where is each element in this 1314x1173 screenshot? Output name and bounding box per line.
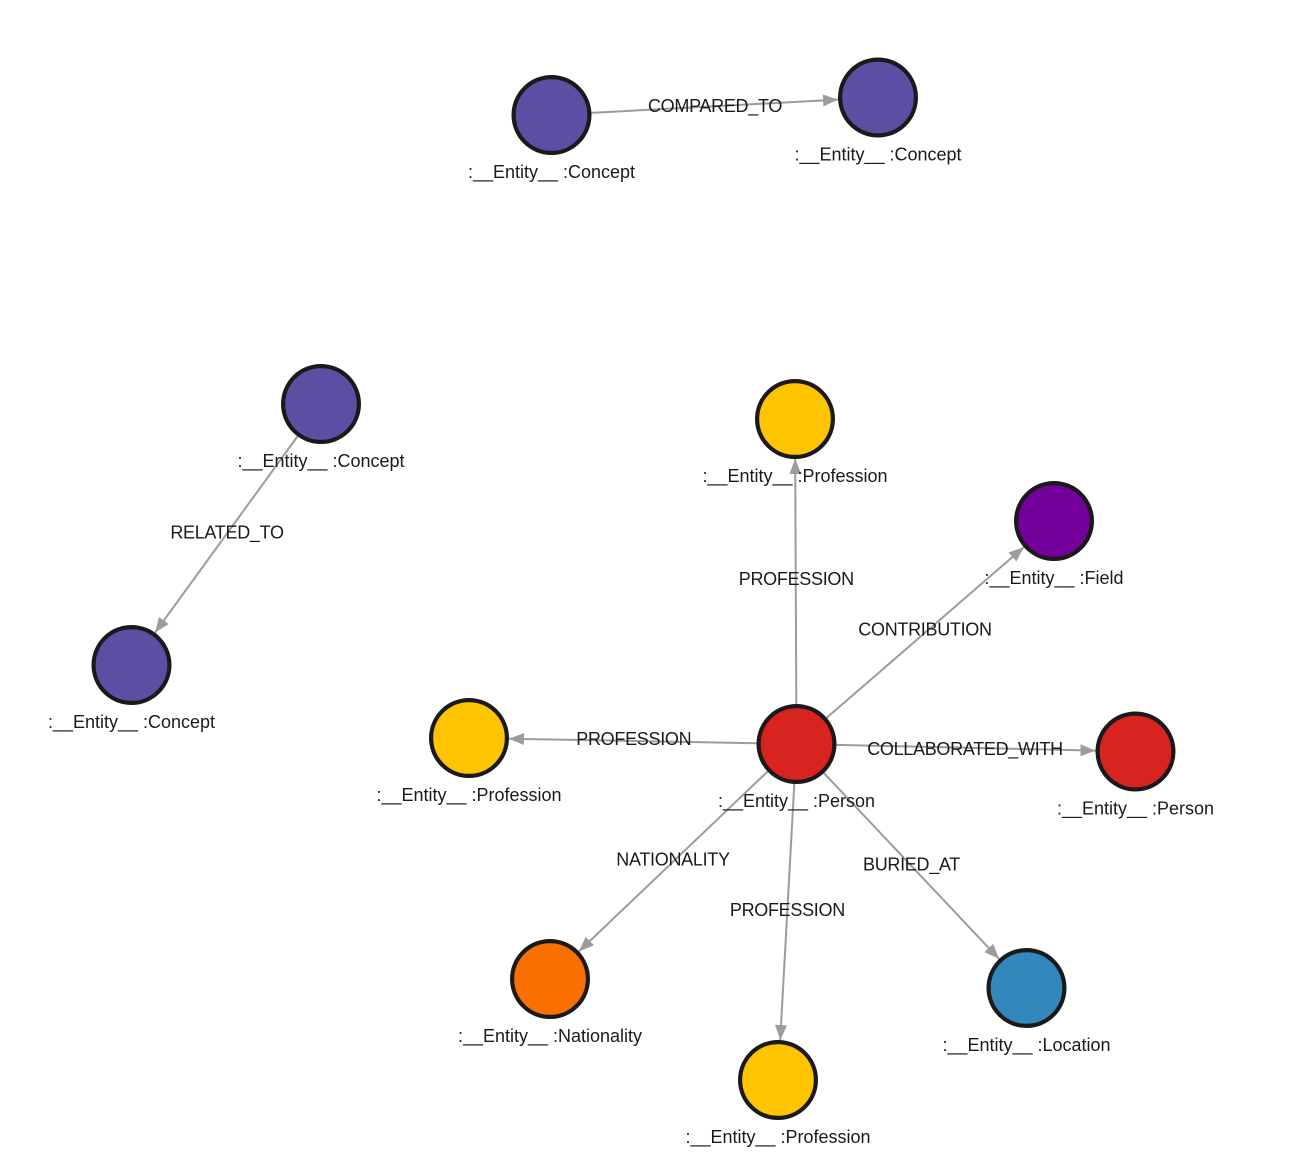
svg-text::__Entity__ :Concept: :__Entity__ :Concept — [237, 451, 404, 472]
svg-text::__Entity__ :Location: :__Entity__ :Location — [942, 1035, 1110, 1056]
svg-text:PROFESSION: PROFESSION — [576, 729, 691, 749]
svg-text:CONTRIBUTION: CONTRIBUTION — [858, 620, 991, 640]
svg-text::__Entity__ :Concept: :__Entity__ :Concept — [48, 712, 215, 733]
svg-text:COMPARED_TO: COMPARED_TO — [648, 96, 782, 117]
svg-text::__Entity__ :Person: :__Entity__ :Person — [1057, 799, 1214, 820]
svg-text::__Entity__ :Concept: :__Entity__ :Concept — [468, 162, 635, 183]
svg-text:PROFESSION: PROFESSION — [730, 900, 845, 920]
svg-text:RELATED_TO: RELATED_TO — [170, 522, 284, 543]
svg-text::__Entity__ :Profession: :__Entity__ :Profession — [702, 466, 887, 487]
svg-text:NATIONALITY: NATIONALITY — [616, 850, 730, 870]
svg-text:PROFESSION: PROFESSION — [739, 569, 854, 589]
svg-text::__Entity__ :Profession: :__Entity__ :Profession — [376, 785, 561, 806]
svg-text::__Entity__ :Concept: :__Entity__ :Concept — [794, 145, 961, 166]
svg-text::__Entity__ :Profession: :__Entity__ :Profession — [685, 1127, 870, 1148]
svg-text:BURIED_AT: BURIED_AT — [863, 855, 960, 876]
svg-text:COLLABORATED_WITH: COLLABORATED_WITH — [867, 739, 1063, 760]
svg-text::__Entity__ :Nationality: :__Entity__ :Nationality — [458, 1026, 642, 1047]
svg-text::__Entity__ :Field: :__Entity__ :Field — [984, 568, 1123, 589]
svg-text::__Entity__ :Person: :__Entity__ :Person — [718, 791, 875, 812]
